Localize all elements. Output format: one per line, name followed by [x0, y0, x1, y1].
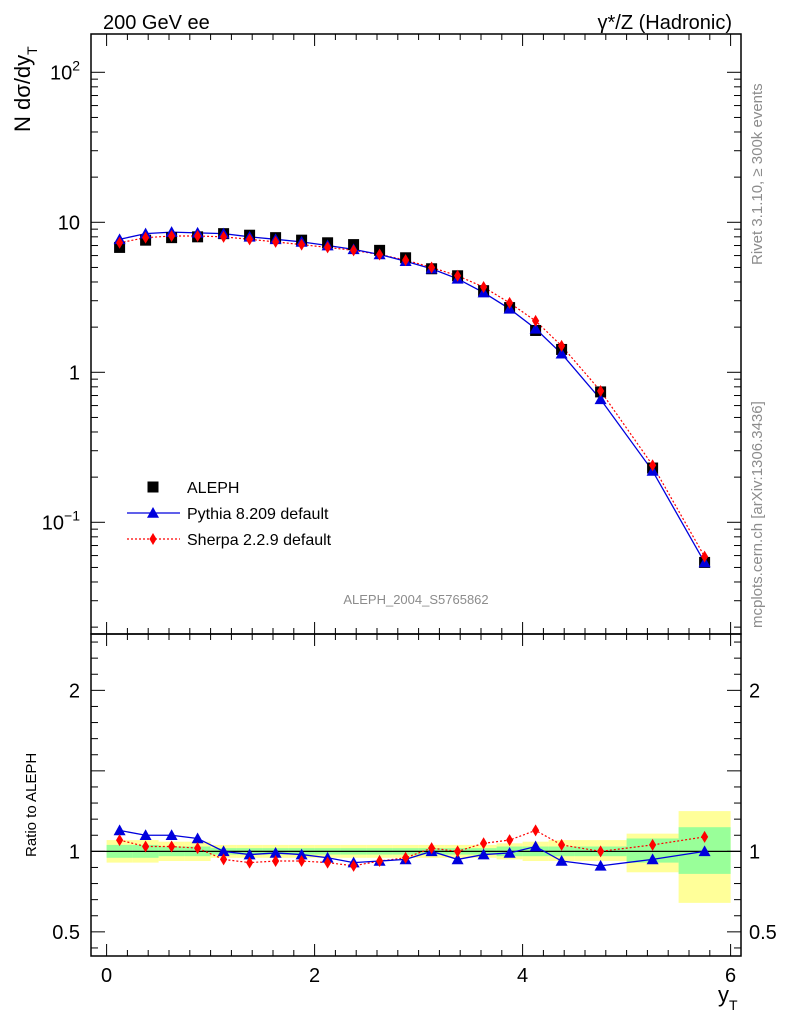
sherpa-point — [298, 238, 306, 251]
sherpa-ratio-point — [480, 837, 488, 850]
legend-marker-aleph — [147, 481, 159, 493]
pythia-ratio-point — [555, 855, 568, 866]
pythia-ratio-point — [217, 845, 230, 857]
pythia-point — [594, 393, 607, 405]
y-axis-label-ratio: Ratio to ALEPH — [23, 753, 40, 857]
pythia-ratio-point — [295, 848, 308, 860]
sherpa-point — [272, 235, 280, 248]
sherpa-point — [428, 261, 436, 274]
sherpa-point — [558, 339, 566, 352]
sherpa-point — [649, 459, 657, 472]
ratio-panel-frame — [90, 633, 742, 957]
sherpa-point — [454, 269, 462, 282]
sherpa-point — [116, 236, 124, 249]
plot-frames — [90, 33, 742, 957]
sherpa-point — [506, 296, 514, 309]
y-tick-label-ratio-right: 0.5 — [749, 922, 777, 944]
sherpa-point — [168, 230, 176, 243]
y-tick-label-main: 10−1 — [42, 507, 80, 534]
y-tick-label-main: 1 — [69, 362, 80, 384]
sherpa-ratio-point — [402, 851, 410, 864]
pythia-ratio-point — [646, 853, 659, 865]
sherpa-point — [532, 314, 540, 327]
sherpa-point — [402, 254, 410, 267]
y-tick-label-ratio-right: 2 — [749, 680, 760, 702]
pythia-ratio-point — [139, 829, 152, 841]
sherpa-ratio-point — [246, 856, 254, 869]
pythia-ratio-point — [113, 824, 126, 836]
sherpa-ratio-point — [454, 845, 462, 858]
sherpa-ratio-point — [649, 838, 657, 851]
y-tick-label-ratio: 2 — [69, 680, 80, 702]
ratio-uncertainty-bands — [106, 811, 731, 903]
y-tick-label-ratio: 0.5 — [52, 922, 80, 944]
pythia-ratio-point — [698, 845, 711, 857]
pythia-ratio-point — [191, 832, 204, 844]
sherpa-ratio-point — [701, 830, 709, 843]
sherpa-ratio-point — [142, 840, 150, 853]
sherpa-point — [597, 385, 605, 398]
legend: ALEPH Pythia 8.209 default Sherpa 2.2.9 de… — [127, 480, 332, 549]
title-left: 200 GeV ee — [103, 12, 210, 34]
sherpa-ratio-point — [558, 838, 566, 851]
sherpa-ratio-point — [428, 842, 436, 855]
sherpa-ratio-point — [194, 842, 202, 855]
x-tick-label: 6 — [725, 965, 736, 987]
sherpa-ratio-point — [272, 855, 280, 868]
sherpa-ratio-point — [298, 855, 306, 868]
pythia-ratio-point — [529, 840, 542, 852]
pythia-ratio-point — [594, 859, 607, 871]
axis-labels: 200 GeV ee γ*/Z (Hadronic) N dσ/dyT Rati… — [10, 12, 766, 1013]
y-tick-label-main: 102 — [50, 57, 80, 84]
sherpa-ratio-point — [168, 840, 176, 853]
sherpa-point — [194, 230, 202, 243]
rivet-version-text: Rivet 3.1.10, ≥ 300k events — [749, 83, 766, 265]
x-axis-label: yT — [718, 982, 738, 1013]
analysis-watermark: ALEPH_2004_S5765862 — [343, 592, 488, 607]
y-tick-label-ratio-right: 1 — [749, 841, 760, 863]
sherpa-ratio-point — [506, 834, 514, 847]
x-tick-label: 2 — [309, 965, 320, 987]
data-series — [113, 226, 711, 872]
pythia-ratio-point — [451, 853, 464, 865]
sherpa-point — [220, 230, 228, 243]
legend-label: ALEPH — [187, 480, 239, 497]
pythia-ratio-point — [503, 846, 516, 858]
legend-label: Pythia 8.209 default — [187, 506, 329, 523]
sherpa-ratio-point — [597, 845, 605, 858]
sherpa-point — [701, 550, 709, 563]
x-tick-label: 0 — [101, 965, 112, 987]
sherpa-point — [324, 241, 332, 254]
sherpa-point — [246, 233, 254, 246]
pythia-ratio-point — [165, 829, 178, 841]
legend-label: Sherpa 2.2.9 default — [187, 532, 332, 549]
pythia-ratio-point — [269, 846, 282, 858]
sherpa-point — [350, 244, 358, 257]
pythia-point — [555, 347, 568, 359]
legend-marker-pythia — [147, 507, 159, 518]
sherpa-ratio-point — [350, 859, 358, 872]
axis-ticks: 0 2 4 6 10−1 1 10 102 0.5 0.5 1 1 2 2 — [42, 34, 777, 987]
y-tick-label-ratio: 1 — [69, 841, 80, 863]
pythia-ratio-point — [243, 848, 256, 860]
y-axis-label-main: N dσ/dyT — [10, 46, 40, 132]
sherpa-ratio-point — [376, 855, 384, 868]
y-tick-label-main: 10 — [58, 212, 80, 234]
sherpa-ratio-point — [220, 853, 228, 866]
pythia-ratio-point — [477, 848, 490, 860]
sherpa-point — [376, 248, 384, 261]
sherpa-point — [142, 231, 150, 244]
sherpa-ratio-point — [532, 824, 540, 837]
x-tick-label: 4 — [517, 965, 528, 987]
title-right: γ*/Z (Hadronic) — [598, 12, 732, 34]
sherpa-point — [480, 281, 488, 294]
sherpa-ratio-point — [116, 834, 124, 847]
mcplots-reference-text: mcplots.cern.ch [arXiv:1306.3436] — [749, 401, 766, 628]
legend-marker-sherpa — [149, 533, 157, 545]
pythia-point — [529, 322, 542, 334]
sherpa-ratio-point — [324, 856, 332, 869]
